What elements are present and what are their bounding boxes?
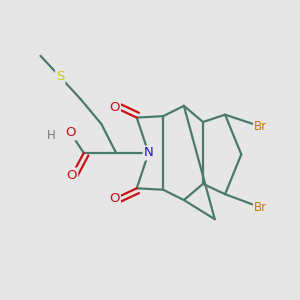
Text: Br: Br [254,201,267,214]
Text: Br: Br [254,120,267,133]
Text: O: O [67,169,77,182]
Text: O: O [110,192,120,205]
Text: O: O [110,101,120,114]
Text: S: S [56,70,64,83]
Text: H: H [47,129,56,142]
Text: N: N [144,146,153,159]
Text: O: O [65,126,76,140]
